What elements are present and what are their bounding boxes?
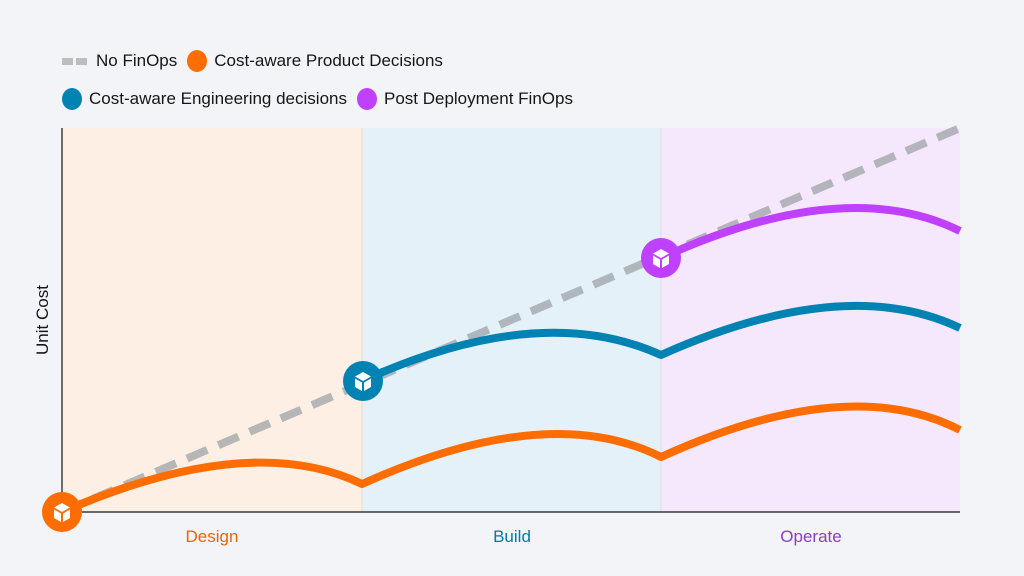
engineering-decisions-line [360, 301, 962, 385]
y-axis-label: Unit Cost [33, 285, 52, 355]
no-finops-line [60, 124, 962, 516]
legend-item-engineering: Cost-aware Engineering decisions [62, 88, 347, 110]
legend-row-1: No FinOps Cost-aware Product Decisions [62, 50, 453, 72]
legend-item-no-finops: No FinOps [62, 51, 177, 71]
legend-label: Cost-aware Product Decisions [214, 51, 443, 70]
legend-item-post-deployment: Post Deployment FinOps [356, 88, 573, 110]
post-deployment-line [659, 203, 962, 262]
phase-label-design: Design [185, 527, 239, 546]
operate-phase-background [661, 128, 960, 512]
legend-row-2: Cost-aware Engineering decisions Post De… [62, 88, 583, 110]
phase-label-operate: Operate [780, 527, 842, 546]
purple-dot-swatch [356, 88, 377, 110]
legend-item-product: Cost-aware Product Decisions [187, 50, 443, 72]
dashed-line-swatch [62, 57, 88, 65]
design-phase-background [62, 128, 362, 512]
phase-label-build: Build [493, 527, 531, 546]
cube-icon [641, 238, 681, 278]
legend-label: Post Deployment FinOps [383, 89, 573, 108]
legend-label: Cost-aware Engineering decisions [89, 89, 347, 108]
legend-label: No FinOps [96, 51, 178, 70]
cube-icon [42, 492, 82, 532]
cube-icon [343, 361, 383, 401]
orange-dot-swatch [187, 50, 208, 72]
product-decisions-line [60, 402, 962, 516]
blue-dot-swatch [62, 88, 82, 110]
